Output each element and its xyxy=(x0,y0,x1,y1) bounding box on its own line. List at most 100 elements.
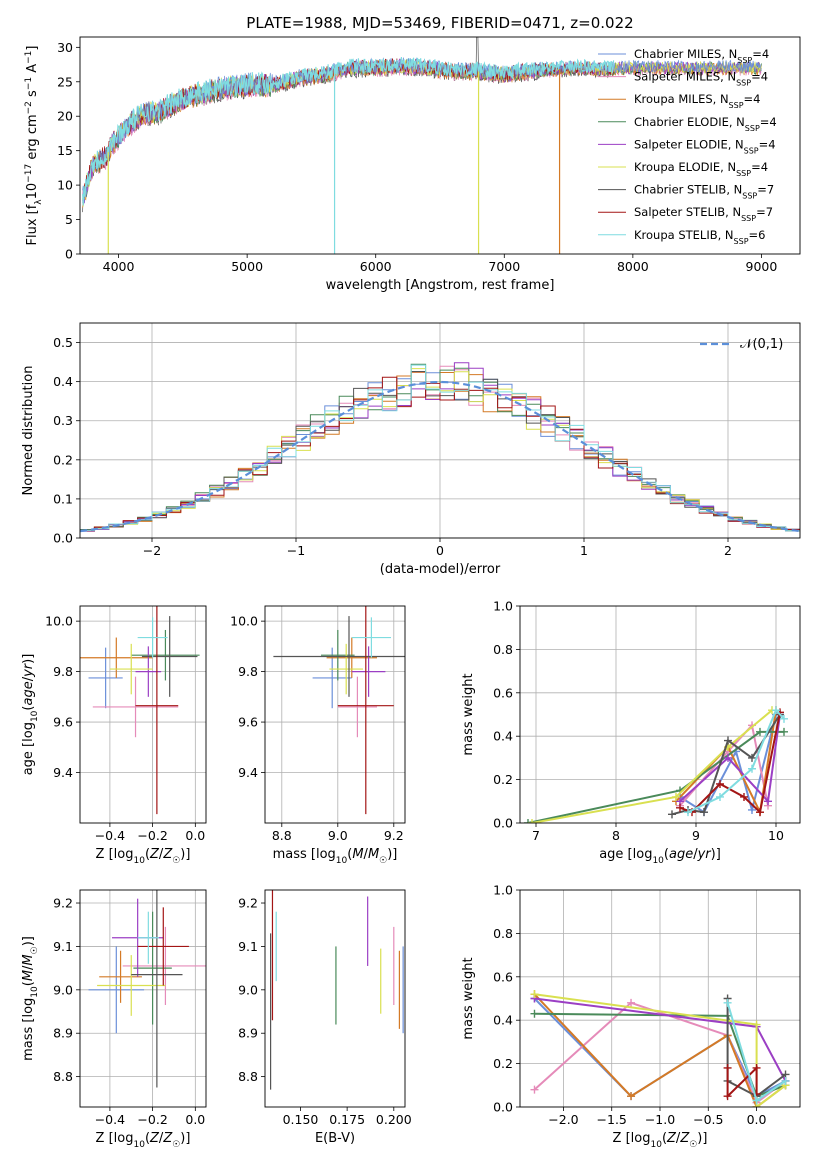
y-tick-label: 0.0 xyxy=(493,816,513,831)
y-tick-label: 0.4 xyxy=(493,729,513,744)
x-tick-label: −0.2 xyxy=(137,828,167,843)
y-tick-label: 0.0 xyxy=(53,531,73,546)
y-tick-label: 30 xyxy=(57,40,73,55)
x-tick-label: 7 xyxy=(532,828,540,843)
y-tick-label: 15 xyxy=(57,143,73,158)
massweight-marker-kroupa_elodie xyxy=(752,1020,761,1029)
x-tick-label: 5000 xyxy=(231,259,263,274)
legend-label: Chabrier ELODIE, NSSP=4 xyxy=(634,115,777,133)
x-tick-label: −0.5 xyxy=(693,1112,723,1127)
spectrum-line-salpeter_stelib xyxy=(82,58,614,205)
y-axis-label: mass weight xyxy=(461,673,476,755)
legend-label: Kroupa STELIB, NSSP=6 xyxy=(634,228,765,246)
massweight-marker-salpeter_stelib xyxy=(756,808,764,817)
legend-label: Salpeter ELODIE, NSSP=4 xyxy=(634,137,776,155)
massweight-marker-kroupa_stelib xyxy=(752,1096,761,1105)
x-tick-label: −2.0 xyxy=(548,1112,578,1127)
x-tick-label: 8000 xyxy=(617,259,649,274)
massweight-line-salpeter_elodie xyxy=(679,714,781,804)
y-tick-label: 0.1 xyxy=(53,491,73,506)
x-axis-label: wavelength [Angstrom, rest frame] xyxy=(326,278,555,293)
plot-area xyxy=(80,890,206,1107)
x-axis-label: (data-model)/error xyxy=(380,562,501,577)
x-tick-label: −1 xyxy=(287,543,305,558)
axes-massweight_vs_age: 7 8 9 10 0.0 0.2 0.4 0.6 0.8 1.0 age [log10(age/yr… xyxy=(461,599,801,866)
x-tick-label: 0.0 xyxy=(185,828,205,843)
axes-frame xyxy=(79,322,801,539)
massweight-marker-kroupa_stelib xyxy=(772,706,780,715)
massweight-marker-chabrier_stelib xyxy=(700,808,708,817)
axes-frame xyxy=(79,36,801,255)
axes-frame xyxy=(264,889,406,1108)
massweight-marker-chabrier_elodie xyxy=(530,1009,539,1018)
y-tick-label: 8.9 xyxy=(53,1026,73,1041)
x-axis-label: age [log10(age/yr)] xyxy=(599,847,721,866)
massweight-line-chabrier_stelib xyxy=(726,998,787,1098)
massweight-marker-salpeter_stelib xyxy=(676,803,684,812)
y-tick-label: 9.1 xyxy=(53,939,73,954)
x-tick-label: 0.150 xyxy=(283,1112,319,1127)
y-axis-label: mass [log10(M/M☉)] xyxy=(21,936,40,1061)
y-tick-label: 9.0 xyxy=(53,982,73,997)
x-tick-label: 0 xyxy=(436,543,444,558)
axes-frame xyxy=(79,605,207,824)
y-tick-label: 9.4 xyxy=(53,765,73,780)
legend-label: 𝒩(0,1) xyxy=(740,337,783,352)
y-tick-label: 0.6 xyxy=(493,685,513,700)
y-tick-label: 0.8 xyxy=(493,926,513,941)
x-tick-label: 10 xyxy=(768,828,784,843)
massweight-marker-kroupa_stelib xyxy=(780,714,788,723)
plot-area xyxy=(270,890,404,1090)
y-tick-label: 9.6 xyxy=(53,715,73,730)
plot-area xyxy=(520,606,800,823)
y-tick-label: 5 xyxy=(65,212,73,227)
x-axis-label: mass [log10(M/M☉)] xyxy=(273,847,398,866)
y-tick-label: 9.8 xyxy=(53,664,73,679)
axes-mass_vs_ebv: 0.150 0.175 0.200 8.8 8.9 9.0 9.1 9.2 E(B-V) xyxy=(238,889,412,1146)
massweight-marker-chabrier_stelib xyxy=(668,810,676,819)
y-tick-label: 10 xyxy=(57,178,73,193)
axes-spectrum: 4000 5000 6000 7000 8000 9000 0 5 10 15 20 25 30 wave… xyxy=(24,36,801,293)
legend-label: Kroupa MILES, NSSP=4 xyxy=(634,92,760,110)
plot-area xyxy=(82,37,762,254)
y-tick-label: 9.8 xyxy=(238,664,258,679)
legend-label: Salpeter MILES, NSSP=4 xyxy=(634,70,768,88)
y-tick-label: 0.6 xyxy=(493,969,513,984)
axes-mass_vs_Z: −0.4 −0.2 0.0 8.8 8.9 9.0 9.1 9.2 Z [log10(Z/Z☉)… xyxy=(21,889,207,1150)
legend-label: Kroupa ELODIE, NSSP=4 xyxy=(634,160,768,178)
plot-area xyxy=(80,323,800,538)
y-tick-label: 10.0 xyxy=(45,614,73,629)
axes-frame xyxy=(79,889,207,1108)
y-tick-label: 0.2 xyxy=(493,772,513,787)
massweight-marker-chabrier_stelib xyxy=(724,736,732,745)
y-tick-label: 0.2 xyxy=(53,452,73,467)
y-tick-label: 20 xyxy=(57,109,73,124)
x-tick-label: 6000 xyxy=(360,259,392,274)
y-tick-label: 1.0 xyxy=(493,599,513,614)
plot-area xyxy=(520,890,800,1107)
y-tick-label: 9.2 xyxy=(238,896,258,911)
massweight-marker-kroupa_stelib xyxy=(684,808,692,817)
axes-age_vs_mass: 8.8 9.0 9.2 9.4 9.6 9.8 10.0 mass [log10(M/M☉)] xyxy=(230,605,406,866)
massweight-marker-kroupa_stelib xyxy=(723,998,732,1007)
y-tick-label: 0 xyxy=(65,247,73,262)
y-tick-label: 9.0 xyxy=(238,982,258,997)
y-tick-label: 8.9 xyxy=(238,1026,258,1041)
massweight-marker-salpeter_stelib xyxy=(716,779,724,788)
massweight-marker-kroupa_elodie xyxy=(530,990,539,999)
y-axis-label: mass weight xyxy=(461,957,476,1039)
y-tick-label: 0.3 xyxy=(53,413,73,428)
massweight-marker-salpeter_elodie xyxy=(764,797,772,806)
massweight-marker-kroupa_stelib xyxy=(716,792,724,801)
y-tick-label: 0.5 xyxy=(53,335,73,350)
y-tick-label: 10.0 xyxy=(230,614,258,629)
x-tick-label: 0.175 xyxy=(329,1112,365,1127)
axes-frame xyxy=(264,605,406,824)
massweight-marker-salpeter_stelib xyxy=(752,1063,761,1072)
x-axis-label: E(B-V) xyxy=(315,1131,355,1146)
axes-frame xyxy=(519,889,801,1108)
y-tick-label: 25 xyxy=(57,74,73,89)
y-axis-label: age [log10(age/yr)] xyxy=(21,654,40,776)
y-tick-label: 0.8 xyxy=(493,642,513,657)
